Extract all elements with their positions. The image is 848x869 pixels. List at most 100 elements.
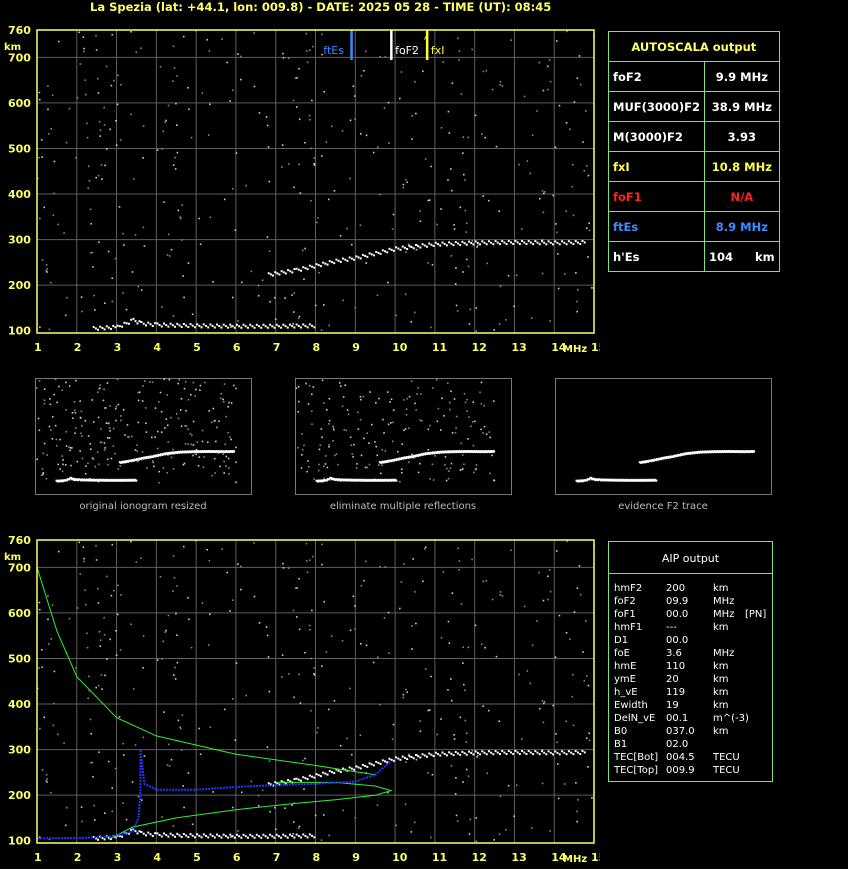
- noise-echo: [576, 77, 579, 79]
- noise-echo: [556, 741, 558, 744]
- thumb-echo: [297, 410, 299, 413]
- thumb-echo: [380, 472, 382, 475]
- thumb-echo: [158, 470, 160, 473]
- thumb-echo: [333, 428, 335, 431]
- noise-echo: [168, 765, 171, 767]
- trace-point: [388, 247, 391, 250]
- noise-echo: [237, 320, 239, 322]
- noise-echo: [585, 675, 588, 677]
- noise-echo: [354, 816, 357, 819]
- trace-point: [579, 243, 582, 246]
- trace-point: [200, 836, 203, 839]
- trace-point: [430, 753, 433, 756]
- trace-point: [127, 832, 130, 835]
- trace-point: [197, 451, 200, 454]
- thumb-echo: [167, 454, 169, 457]
- trace-point: [107, 326, 110, 329]
- trace-point: [335, 258, 338, 261]
- noise-echo: [318, 271, 320, 274]
- trace-point: [404, 457, 407, 460]
- noise-echo: [232, 89, 234, 91]
- trace-point: [130, 460, 133, 463]
- trace-point: [443, 242, 446, 245]
- noise-echo: [543, 700, 546, 703]
- thumb-echo: [461, 454, 464, 456]
- thumb-echo: [138, 391, 141, 394]
- thumb-traces: [295, 378, 496, 483]
- x-axis-unit: MHz: [563, 854, 587, 865]
- trace-point: [395, 246, 398, 249]
- trace-point: [751, 451, 754, 454]
- noise-echo: [46, 268, 48, 270]
- trace-point: [209, 323, 212, 326]
- thumb-echo: [413, 457, 415, 459]
- noise-echo: [176, 75, 178, 77]
- thumb-echo: [69, 449, 71, 452]
- noise-echo: [557, 763, 559, 765]
- trace-point: [204, 834, 207, 837]
- x-tick-label: 12: [472, 851, 487, 864]
- thumb-echo: [375, 445, 378, 448]
- noise-echo: [501, 84, 504, 87]
- noise-echo: [409, 756, 411, 758]
- trace-point: [700, 451, 703, 454]
- noise-echo: [38, 157, 40, 159]
- thumb-echo: [184, 381, 187, 383]
- noise-echo: [253, 32, 255, 34]
- autoscala-label: ftEs: [607, 211, 706, 242]
- noise-echo: [316, 221, 318, 224]
- trace-point: [135, 459, 138, 462]
- thumb-echo: [462, 468, 464, 470]
- noise-echo: [183, 806, 185, 809]
- thumb-echo: [227, 405, 229, 408]
- noise-echo: [175, 102, 177, 105]
- noise-echo: [493, 329, 495, 331]
- thumb-echo: [178, 379, 180, 381]
- noise-echo: [63, 232, 65, 234]
- noise-echo: [451, 82, 454, 84]
- trace-point: [344, 479, 347, 482]
- trace-point: [518, 752, 521, 755]
- trace-point: [503, 241, 506, 244]
- noise-echo: [76, 97, 79, 99]
- noise-echo: [354, 628, 356, 631]
- noise-echo: [510, 549, 512, 552]
- noise-echo: [92, 266, 94, 268]
- trace-point: [484, 451, 487, 454]
- noise-echo: [431, 773, 434, 776]
- trace-point: [207, 836, 210, 839]
- noise-echo: [109, 128, 112, 131]
- thumb-echo: [114, 452, 116, 455]
- thumb-echo: [189, 393, 192, 396]
- noise-echo: [531, 134, 534, 136]
- thumb-echo: [419, 419, 422, 421]
- noise-echo: [387, 101, 390, 104]
- noise-echo: [49, 281, 52, 284]
- noise-echo: [349, 629, 352, 632]
- x-tick-label: 9: [352, 341, 360, 354]
- aip-value: 09.9: [666, 596, 689, 607]
- noise-echo: [51, 604, 54, 607]
- trace-point: [395, 756, 398, 759]
- thumb-frame: [295, 378, 512, 495]
- noise-echo: [287, 567, 290, 569]
- noise-echo: [130, 623, 132, 626]
- noise-echo: [81, 310, 83, 313]
- trace-point: [101, 327, 104, 330]
- profile-ionogram-plot: 1234567891011121314151002003004005006007…: [4, 534, 600, 865]
- thumb-echo: [307, 465, 310, 468]
- trace-point: [253, 836, 256, 839]
- noise-echo: [268, 250, 271, 252]
- noise-echo: [131, 781, 134, 783]
- autoscala-label: M(3000)F2: [607, 121, 706, 152]
- thumb-echo: [103, 442, 106, 444]
- trace-point: [650, 479, 653, 482]
- thumb-echo: [195, 448, 198, 451]
- noise-echo: [87, 697, 89, 700]
- trace-point: [376, 479, 379, 482]
- trace-point: [432, 244, 435, 247]
- trace-point: [543, 241, 546, 244]
- trace-point: [159, 454, 162, 457]
- noise-echo: [39, 326, 41, 329]
- thumb-echo: [106, 437, 109, 439]
